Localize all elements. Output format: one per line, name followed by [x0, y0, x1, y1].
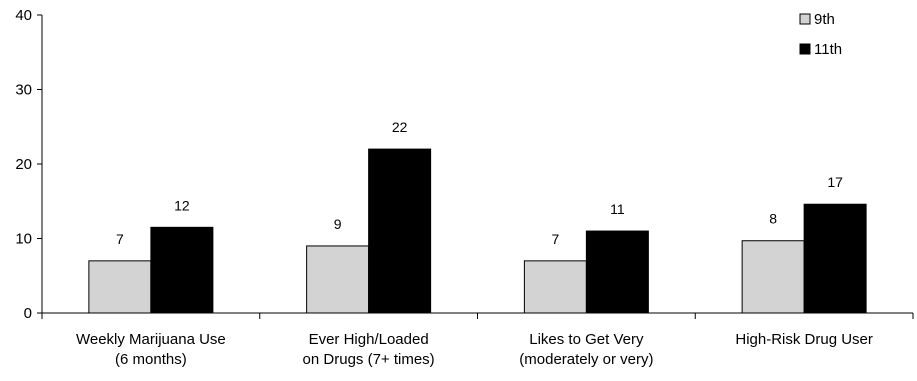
data-label: 7 [116, 231, 124, 247]
data-label: 9 [334, 216, 342, 232]
x-category-label: High-Risk Drug User [735, 331, 873, 348]
legend-label-11th: 11th [814, 41, 842, 58]
bar-11th-2 [585, 230, 649, 314]
y-tick-label: 10 [15, 231, 32, 248]
bar-11th-1 [368, 148, 432, 314]
bars: 7 12 9 22 7 11 8 17 [88, 119, 867, 314]
x-category-label: (6 months) [115, 351, 187, 368]
y-tick-label: 40 [15, 7, 32, 24]
legend-swatch-11th [799, 43, 811, 55]
x-axis: Weekly Marijuana Use (6 months) Ever High/… [41, 312, 914, 368]
data-label: 11 [610, 201, 625, 217]
y-tick-label: 0 [24, 305, 32, 322]
bar-9th-2 [523, 260, 587, 314]
bar-9th-0 [88, 260, 152, 314]
data-label: 12 [174, 197, 190, 213]
bar-9th-3 [741, 240, 805, 314]
data-label: 8 [769, 211, 777, 227]
x-category-label: on Drugs (7+ times) [303, 351, 435, 368]
data-label: 22 [392, 119, 408, 135]
data-label: 17 [827, 174, 843, 190]
y-axis: 0 10 20 30 40 [15, 7, 43, 322]
x-category-label: Weekly Marijuana Use [76, 331, 226, 348]
y-tick-label: 20 [15, 156, 32, 173]
legend: 9th 11th [799, 11, 842, 58]
x-category-label: Ever High/Loaded [309, 331, 429, 348]
x-category-label: (moderately or very) [519, 351, 653, 368]
legend-label-9th: 9th [814, 11, 835, 28]
bar-11th-3 [803, 203, 867, 314]
data-label: 7 [551, 231, 559, 247]
bar-11th-0 [150, 226, 214, 314]
x-category-label: Likes to Get Very [529, 331, 644, 348]
y-tick-label: 30 [15, 82, 32, 99]
bar-9th-1 [306, 245, 370, 314]
legend-swatch-9th [799, 13, 811, 25]
